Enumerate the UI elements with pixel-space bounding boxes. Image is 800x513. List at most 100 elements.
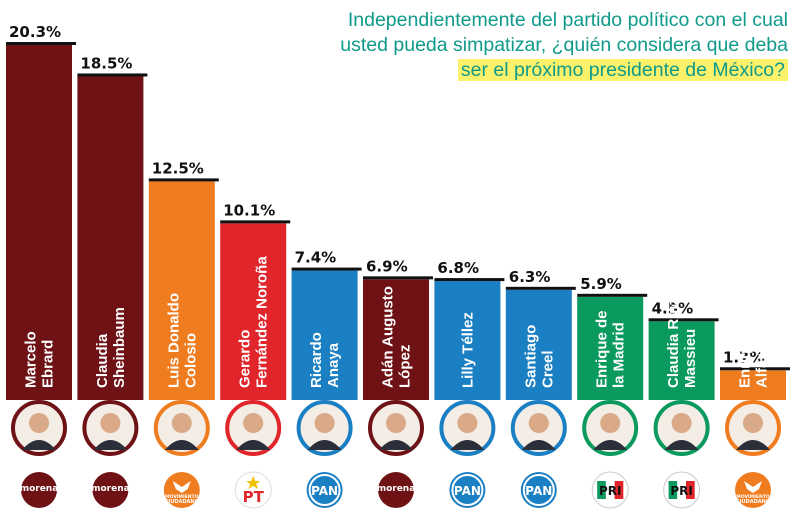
party-logo-label: morena [20, 484, 59, 494]
category-label-line: Ricardo [308, 332, 325, 388]
party-logo-label: PAN [454, 484, 481, 498]
bar [291, 270, 358, 400]
value-label: 18.5% [80, 54, 132, 72]
party-logo-label: MOVIMIENTO [165, 494, 198, 500]
party-logo-label: MOVIMIENTO [736, 494, 769, 500]
bar-top-line [6, 42, 76, 45]
bar-top-line [434, 278, 505, 282]
category-label-line: Lilly Téllez [459, 312, 476, 388]
avatar-face [100, 413, 121, 433]
bar [220, 223, 287, 400]
star-icon [246, 476, 261, 489]
avatar-face [314, 413, 335, 433]
bar [505, 289, 572, 400]
pan-logo [520, 472, 557, 508]
category-label-line: la Madrid [611, 322, 628, 388]
value-label: 6.3% [509, 268, 551, 286]
category-label-line: Ebrard [40, 340, 57, 388]
avatar-body [521, 440, 556, 450]
bar-top-line [505, 286, 576, 290]
bar [77, 76, 144, 400]
bar [648, 321, 715, 400]
avatar-face [671, 413, 692, 433]
party-logo-label: PAN [311, 484, 338, 498]
category-label: Claudia RuizMassieu [665, 298, 699, 388]
category-label: Lilly Téllez [459, 312, 476, 388]
pan-logo-ring [308, 474, 341, 506]
avatar-face [171, 413, 192, 433]
avatar-face [457, 413, 478, 433]
category-label-line: Alfaro [754, 345, 771, 388]
title-text: Independientemente del partido político … [340, 9, 788, 56]
category-label-line: Gerardo [237, 330, 254, 388]
avatar-face [600, 413, 621, 433]
morena-logo [378, 472, 414, 508]
bar-top-line [220, 220, 291, 224]
bar [148, 181, 215, 400]
avatar-body [164, 440, 199, 450]
category-label-line: Anaya [325, 342, 342, 388]
title-highlight: ser el próximo presidente de México? [457, 59, 788, 81]
category-label-line: Adán Augusto [380, 286, 397, 388]
category-label: Luis DonaldoColosio [165, 293, 199, 388]
value-label: 6.8% [437, 259, 479, 277]
category-label-line: Enrique [737, 332, 754, 388]
category-label: GerardoFernández Noroña [237, 256, 271, 388]
party-logo-label: morena [91, 484, 130, 494]
category-label-line: Claudia [94, 333, 111, 388]
category-label: Adán AugustoLópez [380, 286, 414, 388]
pan-logo [449, 472, 486, 508]
avatar-body [236, 440, 271, 450]
avatar-body [450, 440, 485, 450]
category-label-line: Fernández Noroña [254, 256, 271, 388]
value-label: 1.7% [723, 348, 765, 366]
avatar-body [93, 440, 128, 450]
value-label: 7.4% [295, 249, 337, 267]
avatar-body [22, 440, 56, 450]
category-label-line: Luis Donaldo [165, 293, 182, 388]
pri-flag-white [677, 481, 686, 499]
avatar-body [664, 440, 699, 450]
pan-logo-ring [451, 474, 484, 506]
party-logo-label: PRI [670, 484, 693, 498]
category-label: MarceloEbrard [23, 331, 57, 388]
category-label-line: Santiago [522, 325, 539, 388]
category-label-line: Colosio [182, 333, 199, 388]
pri-flag-green [668, 481, 678, 499]
bar-top-line [291, 267, 362, 271]
party-logo-label: PRI [599, 484, 622, 498]
bar-top-line [77, 73, 148, 77]
bar [577, 296, 644, 400]
avatar-body [307, 440, 342, 450]
party-logo-label: morena [377, 484, 416, 494]
chart-title: Independientemente del partido político … [318, 8, 788, 83]
category-label-line: Claudia Ruiz [665, 298, 682, 388]
category-label-line: Sheinbaum [111, 307, 128, 388]
eagle-icon [744, 481, 762, 493]
pri-flag-green [597, 481, 606, 499]
avatar-face [528, 413, 549, 433]
avatar-face [243, 413, 264, 433]
category-label: ClaudiaSheinbaum [94, 307, 128, 388]
value-label: 12.5% [152, 159, 204, 177]
value-label: 20.3% [9, 23, 61, 41]
bar [6, 45, 72, 400]
pri-flag-white [605, 481, 615, 499]
bar [434, 281, 501, 400]
bar-top-line [363, 276, 433, 280]
category-label: Enrique dela Madrid [594, 310, 628, 388]
eagle-icon [172, 481, 191, 493]
avatar-body [736, 440, 770, 450]
value-label: 4.5% [652, 299, 694, 317]
avatar-body [379, 440, 413, 450]
bar [363, 279, 429, 400]
pri-flag-red [614, 481, 624, 499]
category-label: RicardoAnaya [308, 332, 342, 388]
pan-logo [306, 472, 343, 508]
bar-top-line [720, 367, 790, 371]
party-logo-sublabel: CIUDADANO [165, 499, 199, 505]
party-logo-label: PAN [525, 484, 552, 498]
value-label: 5.9% [580, 275, 622, 293]
category-label-line: Creel [539, 350, 556, 388]
